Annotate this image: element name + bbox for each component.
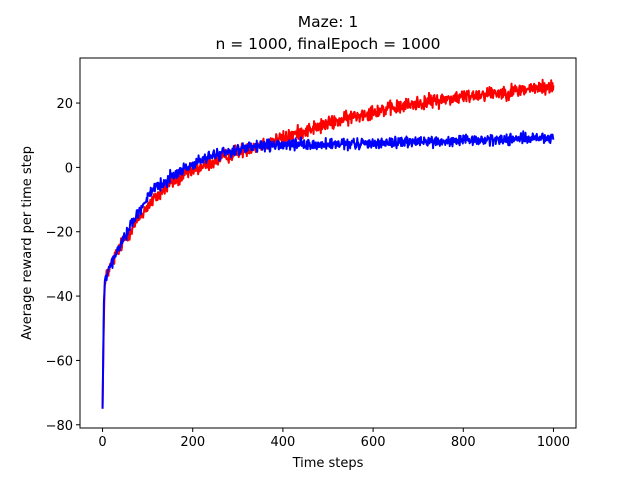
y-axis: −80 −60 −40 −20 0 20 [46, 97, 80, 434]
y-tick-label: −40 [46, 290, 73, 305]
y-tick-label: −20 [46, 226, 73, 241]
y-axis-title: Average reward per time step [20, 146, 35, 340]
y-tick-label: 20 [56, 97, 73, 112]
x-tick-label: 200 [180, 435, 205, 450]
x-tick-label: 0 [98, 435, 106, 450]
y-tick-label: −80 [46, 419, 73, 434]
x-tick-label: 600 [361, 435, 386, 450]
x-axis: 0 200 400 600 800 1000 [98, 428, 570, 450]
series-line-1 [101, 78, 555, 409]
x-tick-label: 800 [451, 435, 476, 450]
x-axis-title: Time steps [292, 456, 364, 471]
series-layer [101, 78, 555, 409]
y-tick-label: −60 [46, 354, 73, 369]
series-line-2 [101, 130, 555, 409]
chart-title: Maze: 1 [298, 13, 359, 31]
chart-subtitle: n = 1000, finalEpoch = 1000 [215, 35, 440, 53]
x-tick-label: 1000 [537, 435, 570, 450]
plot-frame [79, 57, 577, 429]
y-tick-label: 0 [65, 161, 73, 176]
x-tick-label: 400 [270, 435, 295, 450]
